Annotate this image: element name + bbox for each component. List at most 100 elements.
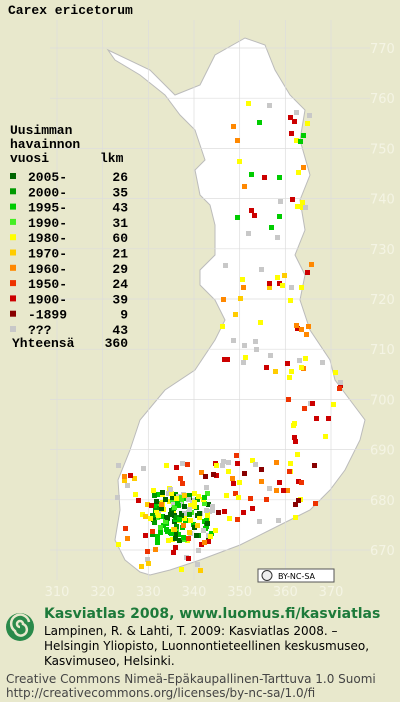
observation bbox=[254, 347, 259, 352]
observation bbox=[133, 492, 138, 497]
x-tick-label: 350 bbox=[227, 585, 252, 600]
y-tick-label: 750 bbox=[370, 142, 395, 157]
observation bbox=[214, 473, 219, 478]
observation bbox=[179, 499, 184, 504]
observation bbox=[155, 534, 160, 539]
observation bbox=[224, 493, 229, 498]
legend-count: 39 bbox=[112, 292, 128, 307]
observation bbox=[222, 509, 227, 514]
observation bbox=[174, 496, 179, 501]
observation bbox=[210, 504, 215, 509]
legend-heading: havainnon bbox=[10, 137, 80, 152]
legend-label: 1960- bbox=[28, 262, 67, 277]
observation bbox=[145, 549, 150, 554]
observation bbox=[167, 499, 172, 504]
observation bbox=[298, 139, 303, 144]
observation bbox=[168, 487, 173, 492]
observation bbox=[277, 480, 282, 485]
observation bbox=[172, 527, 177, 532]
observation bbox=[139, 564, 144, 569]
observation bbox=[230, 476, 235, 481]
observation bbox=[242, 343, 247, 348]
observation bbox=[136, 498, 141, 503]
observation bbox=[203, 474, 208, 479]
footer-title: Kasviatlas 2008, www.luomus.fi/kasviatla… bbox=[44, 606, 380, 622]
observation bbox=[233, 312, 238, 317]
observation bbox=[191, 522, 196, 527]
legend-heading: Uusimman bbox=[10, 123, 73, 138]
observation bbox=[250, 506, 255, 511]
legend-count: 9 bbox=[120, 308, 128, 323]
observation bbox=[242, 471, 247, 476]
observation bbox=[151, 517, 156, 522]
observation bbox=[320, 360, 325, 365]
x-tick-label: 320 bbox=[90, 585, 115, 600]
observation bbox=[299, 365, 304, 370]
observation bbox=[171, 550, 176, 555]
observation bbox=[145, 557, 150, 562]
legend-swatch bbox=[10, 188, 16, 195]
observation bbox=[326, 416, 331, 421]
observation bbox=[204, 518, 209, 523]
observation bbox=[198, 568, 203, 573]
legend-label: 2005- bbox=[28, 170, 67, 185]
observation bbox=[281, 488, 286, 493]
grid bbox=[50, 20, 370, 580]
observation bbox=[143, 514, 148, 519]
observation bbox=[168, 512, 173, 517]
observation bbox=[267, 103, 272, 108]
badge-icon bbox=[261, 570, 273, 581]
observation bbox=[202, 495, 207, 500]
observation bbox=[267, 285, 272, 290]
observation bbox=[253, 462, 258, 467]
observation bbox=[199, 470, 204, 475]
x-tick-label: 360 bbox=[273, 585, 298, 600]
observation bbox=[237, 480, 242, 485]
y-tick-label: 680 bbox=[370, 494, 395, 509]
observation bbox=[192, 504, 197, 509]
observation bbox=[288, 461, 293, 466]
observation bbox=[150, 513, 155, 518]
y-tick-label: 770 bbox=[370, 42, 395, 57]
observation bbox=[187, 507, 192, 512]
observation bbox=[293, 502, 298, 507]
observation bbox=[294, 323, 299, 328]
observation bbox=[235, 517, 240, 522]
legend-count: 31 bbox=[112, 216, 128, 231]
observation bbox=[223, 263, 228, 268]
badge-text: BY-NC-SA bbox=[278, 572, 316, 581]
observation bbox=[205, 521, 210, 526]
observation bbox=[226, 460, 231, 465]
legend-label: 1980- bbox=[28, 231, 67, 246]
observation bbox=[301, 165, 306, 170]
observation bbox=[195, 497, 200, 502]
logo bbox=[6, 613, 34, 641]
observation bbox=[165, 529, 170, 534]
observation bbox=[259, 267, 264, 272]
observation bbox=[291, 423, 296, 428]
observation bbox=[248, 496, 253, 501]
legend-label: 1970- bbox=[28, 247, 67, 262]
observation bbox=[149, 503, 154, 508]
y-tick-label: 700 bbox=[370, 393, 395, 408]
legend-label: 1990- bbox=[28, 216, 67, 231]
observation bbox=[156, 513, 161, 518]
x-tick-label: 370 bbox=[319, 585, 344, 600]
observation bbox=[313, 501, 318, 506]
observation bbox=[154, 510, 159, 515]
observation bbox=[116, 463, 121, 468]
observation bbox=[207, 509, 212, 514]
observation bbox=[296, 498, 301, 503]
observation bbox=[175, 501, 180, 506]
observation bbox=[179, 567, 184, 572]
observation bbox=[292, 119, 297, 124]
observation bbox=[331, 402, 336, 407]
observation bbox=[214, 463, 219, 468]
observation bbox=[240, 277, 245, 282]
observation bbox=[303, 356, 308, 361]
observation bbox=[206, 539, 211, 544]
observation bbox=[225, 357, 230, 362]
observation bbox=[196, 548, 201, 553]
observation bbox=[177, 538, 182, 543]
